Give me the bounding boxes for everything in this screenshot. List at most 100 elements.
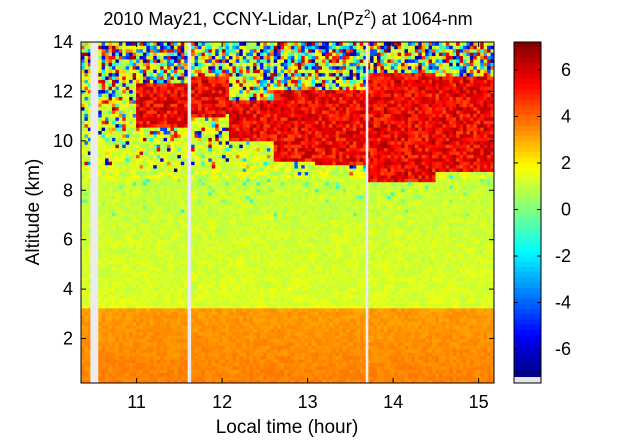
heatmap-cell [204,219,209,224]
heatmap-cell [81,144,85,149]
heatmap-cell [239,355,244,360]
heatmap-cell [204,168,209,172]
heatmap-cell [111,359,116,363]
heatmap-cell [129,355,134,360]
heatmap-cell [249,117,254,121]
heatmap-cell [201,164,206,169]
heatmap-cell [225,127,230,132]
heatmap-cell [246,260,251,265]
heatmap-cell [98,253,103,258]
heatmap-cell [153,140,158,145]
heatmap-cell [146,226,151,230]
heatmap-cell [139,86,144,91]
heatmap-cell [149,174,154,179]
heatmap-cell [98,277,103,282]
heatmap-cell [153,280,158,285]
heatmap-cell [228,376,233,380]
heatmap-cell [81,328,85,333]
heatmap-cell [115,331,120,336]
heatmap-cell [208,267,213,271]
heatmap-cell [246,379,251,384]
heatmap-cell [115,140,120,145]
heatmap-cell [81,96,85,101]
heatmap-cell [242,365,247,370]
heatmap-cell [105,140,109,145]
heatmap-cell [249,110,254,115]
heatmap-cell [115,284,120,288]
heatmap-cell [232,294,237,299]
heatmap-cell [228,236,233,241]
heatmap-cell [249,284,254,288]
heatmap-cell [173,181,178,186]
heatmap-cell [167,110,171,115]
heatmap-cell [139,290,144,295]
heatmap-cell [160,301,164,305]
heatmap-cell [184,89,189,94]
heatmap-cell [249,352,254,357]
heatmap-cell [215,297,220,302]
heatmap-cell [108,256,113,261]
heatmap-cell [108,110,113,115]
heatmap-cell [84,127,89,132]
heatmap-cell [118,314,123,319]
heatmap-cell [98,59,103,63]
heatmap-cell [201,42,206,46]
heatmap-cell [101,86,106,91]
heatmap-cell [191,96,195,101]
heatmap-cell [208,42,213,46]
heatmap-cell [136,55,140,60]
heatmap-cell [118,335,123,340]
heatmap-cell [149,134,154,138]
heatmap-cell [191,178,195,183]
heatmap-cell [163,178,168,183]
heatmap-cell [156,379,161,384]
heatmap-cell [153,284,158,288]
heatmap-cell [132,62,137,67]
heatmap-cell [87,263,92,268]
heatmap-cell [180,123,185,128]
heatmap-cell [232,338,237,343]
heatmap-cell [98,335,103,340]
heatmap-cell [101,134,106,138]
heatmap-cell [129,263,134,268]
heatmap-cell [246,161,251,166]
heatmap-cell [118,127,123,132]
heatmap-cell [136,103,140,108]
heatmap-cell [235,222,240,227]
heatmap-cell [81,209,85,213]
heatmap-cell [146,250,151,254]
heatmap-cell [173,212,178,217]
heatmap-cell [198,198,202,203]
heatmap-cell [249,99,254,104]
heatmap-cell [101,137,106,142]
heatmap-cell [163,134,168,138]
heatmap-cell [118,157,123,162]
heatmap-cell [160,154,164,159]
heatmap-cell [167,372,171,377]
heatmap-cell [118,219,123,224]
heatmap-cell [173,205,178,210]
heatmap-cell [191,164,195,169]
heatmap-cell [170,161,175,166]
heatmap-cell [156,263,161,268]
heatmap-cell [122,48,127,53]
heatmap-cell [142,62,147,67]
heatmap-cell [101,219,106,224]
heatmap-cell [173,171,178,176]
heatmap-cell [194,113,199,118]
heatmap-cell [211,134,216,138]
heatmap-cell [122,376,127,380]
heatmap-cell [156,123,161,128]
heatmap-cell [118,164,123,169]
heatmap-cell [105,263,109,268]
heatmap-cell [239,192,244,196]
heatmap-cell [191,212,195,217]
heatmap-cell [153,174,158,179]
heatmap-cell [204,280,209,285]
heatmap-cell [173,267,178,271]
heatmap-cell [242,246,247,251]
heatmap-cell [228,164,233,169]
heatmap-cell [132,86,137,91]
heatmap-cell [153,151,158,155]
heatmap-cell [184,331,189,336]
